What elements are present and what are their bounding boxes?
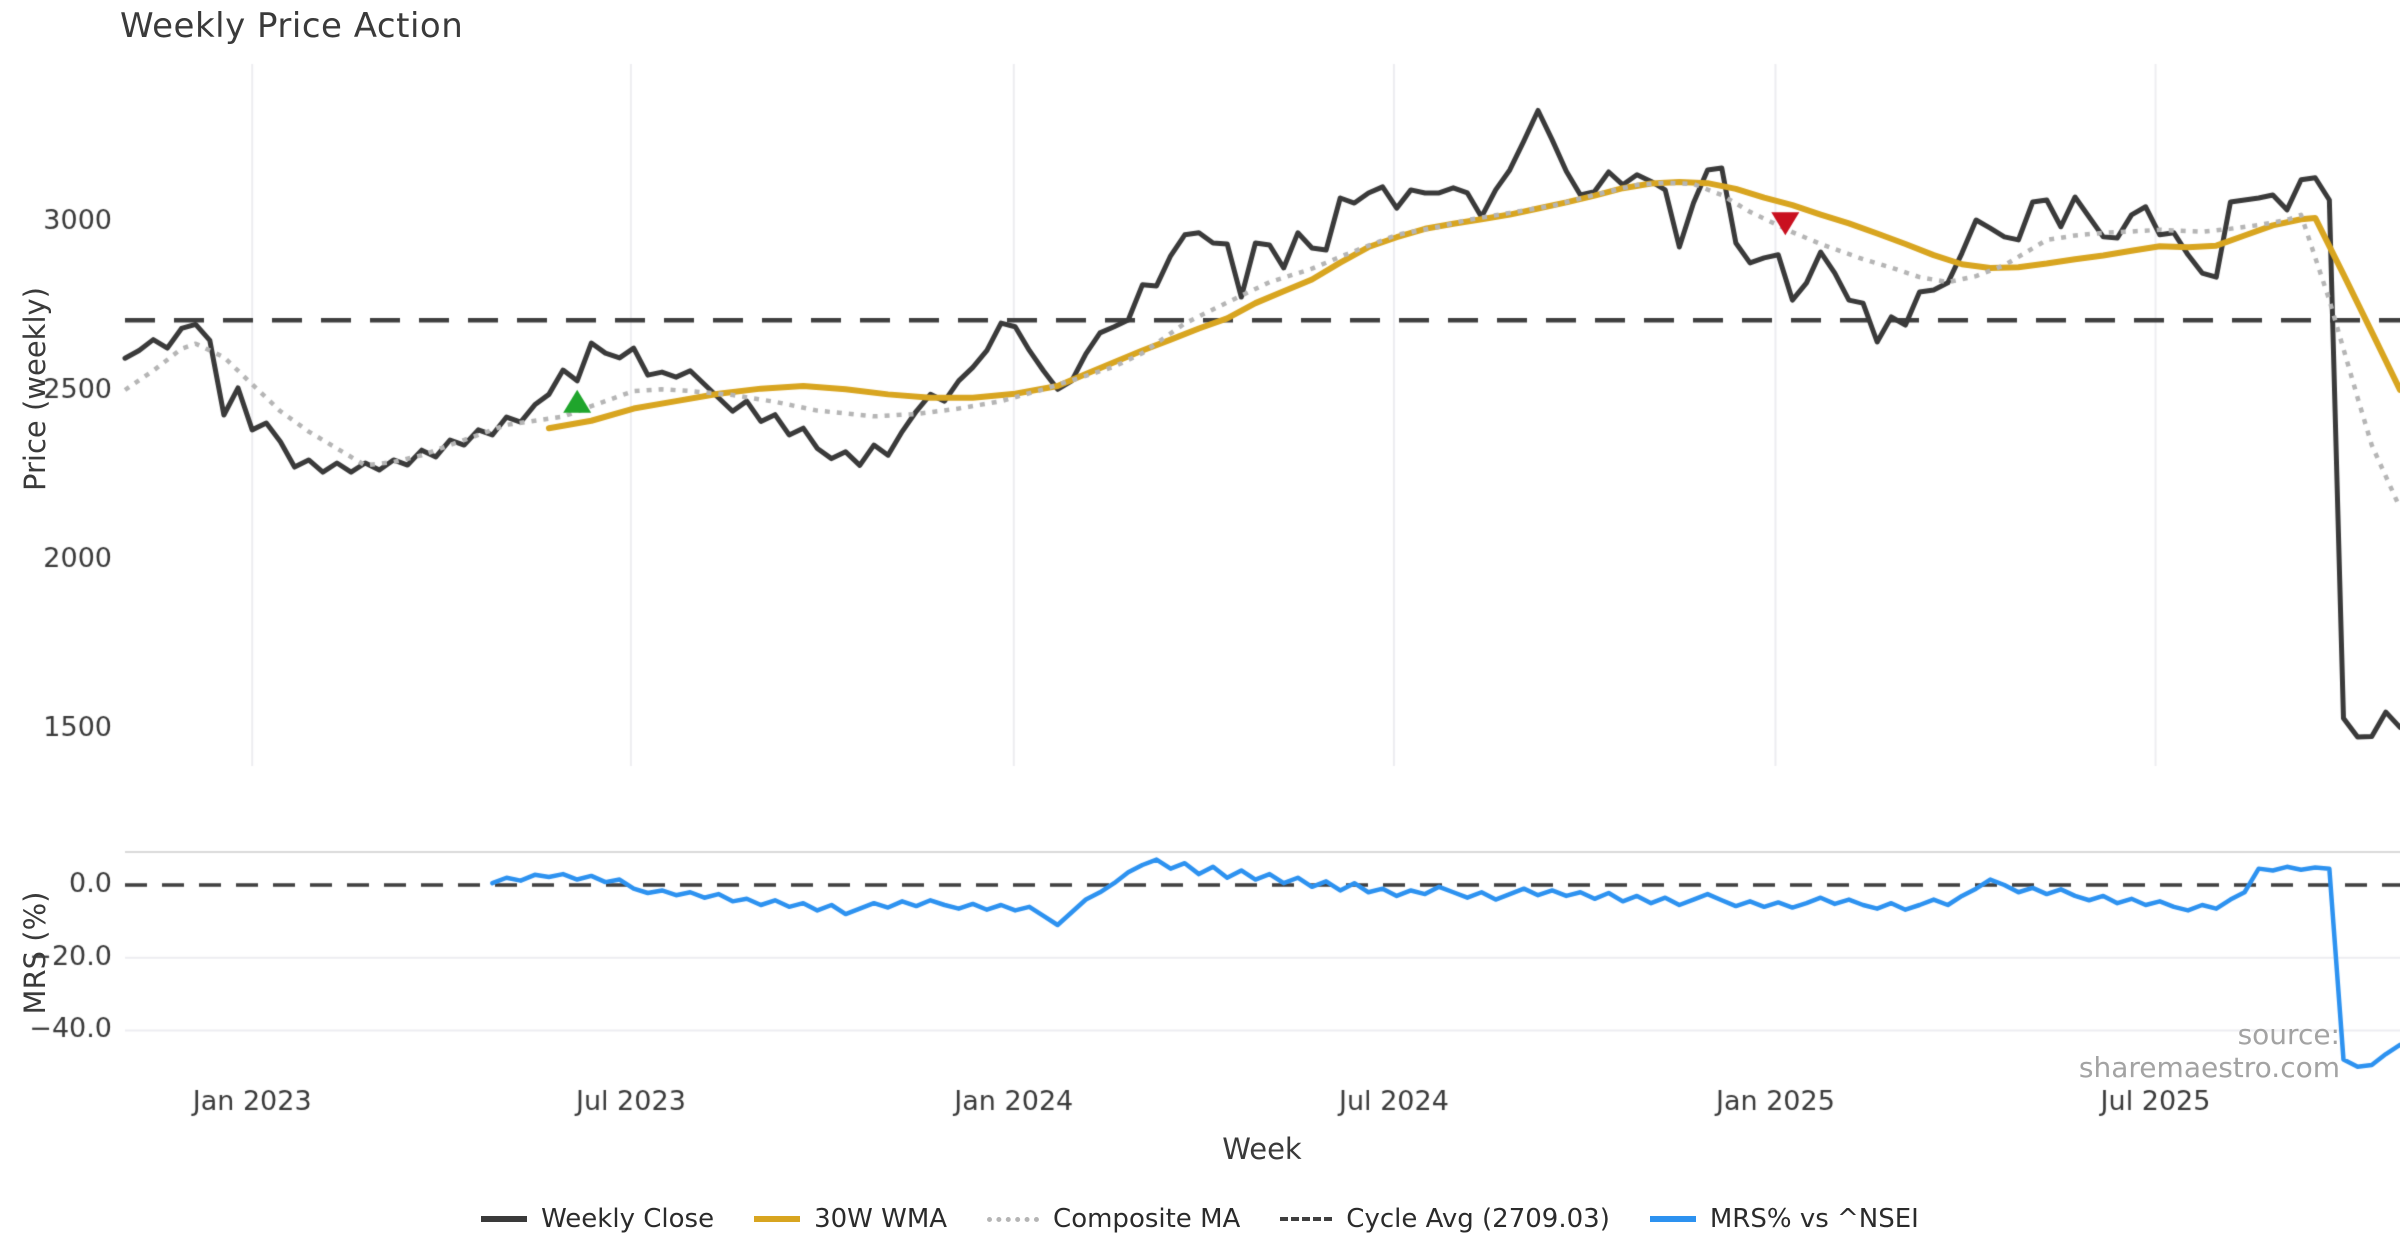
mrs-axis-label: MRS (%)	[18, 891, 52, 1015]
price-axis-label: Price (weekly)	[18, 287, 52, 492]
week-axis-label: Week	[1222, 1132, 1302, 1166]
mrs-line-icon	[1649, 1216, 1696, 1222]
legend-item-composite: Composite MA	[987, 1204, 1240, 1234]
weekly-close-line-icon	[481, 1216, 528, 1222]
legend-label-mrs: MRS% vs ^NSEI	[1709, 1204, 1919, 1234]
chart-title: Weekly Price Action	[120, 6, 464, 46]
legend-label-weekly-close: Weekly Close	[541, 1204, 715, 1234]
legend-item-mrs: MRS% vs ^NSEI	[1649, 1204, 1919, 1234]
legend-label-cycle-avg: Cycle Avg (2709.03)	[1346, 1204, 1610, 1234]
cycle-avg-dashed-line-icon	[1280, 1217, 1333, 1221]
legend-label-composite: Composite MA	[1053, 1204, 1241, 1234]
legend-item-cycle-avg: Cycle Avg (2709.03)	[1280, 1204, 1610, 1234]
legend-item-wma: 30W WMA	[754, 1204, 947, 1234]
composite-ma-dotted-line-icon	[987, 1216, 1040, 1222]
chart-legend: Weekly Close 30W WMA Composite MA Cycle …	[0, 1204, 2400, 1234]
wma-line-icon	[754, 1216, 801, 1222]
legend-item-weekly-close: Weekly Close	[481, 1204, 714, 1234]
legend-label-wma: 30W WMA	[814, 1204, 948, 1234]
source-note: source: sharemaestro.com	[2078, 1018, 2340, 1084]
